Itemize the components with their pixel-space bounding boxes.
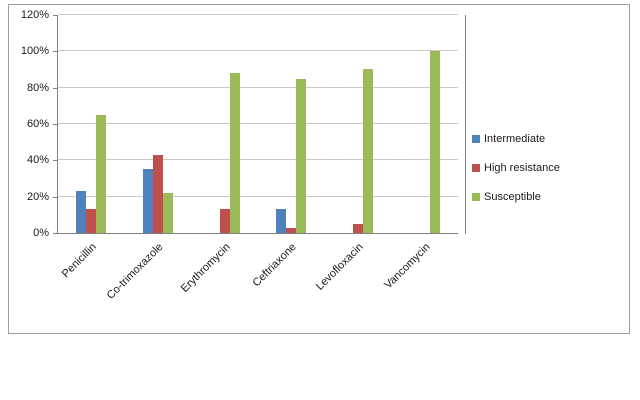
bar-erythromycin-high-resistance bbox=[220, 209, 230, 233]
y-axis-tick-mark bbox=[53, 124, 57, 125]
gridline bbox=[58, 14, 458, 15]
legend-swatch-icon bbox=[472, 193, 480, 201]
legend-item: Intermediate bbox=[472, 133, 622, 145]
bar-co-trimoxazole-high-resistance bbox=[153, 155, 163, 233]
y-axis-tick-label: 100% bbox=[20, 45, 49, 58]
legend-label: Intermediate bbox=[484, 133, 546, 145]
gridline bbox=[58, 86, 458, 88]
legend-label: High resistance bbox=[484, 162, 560, 174]
y-axis-tick-mark bbox=[53, 87, 57, 89]
y-axis-tick-label: 20% bbox=[26, 190, 49, 203]
x-axis-category-label: Co-trimoxazole bbox=[104, 241, 166, 302]
bar-ceftriaxone-intermediate bbox=[276, 209, 286, 233]
x-axis-category-label: Erythromycin bbox=[178, 241, 233, 295]
bar-ceftriaxone-high-resistance bbox=[286, 228, 296, 233]
y-axis-tick-mark bbox=[53, 233, 57, 234]
y-axis-tick-label: 0% bbox=[33, 227, 49, 239]
y-axis-tick-mark bbox=[53, 160, 57, 162]
y-axis-tick-mark bbox=[53, 15, 57, 16]
legend-swatch-icon bbox=[472, 135, 480, 143]
x-axis-category-label: Ceftriaxone bbox=[250, 241, 299, 290]
bar-co-trimoxazole-intermediate bbox=[143, 169, 153, 233]
legend-item: High resistance bbox=[472, 162, 622, 174]
bar-ceftriaxone-susceptible bbox=[296, 79, 306, 233]
bar-vancomycin-susceptible bbox=[430, 51, 440, 233]
legend-item: Susceptible bbox=[472, 191, 622, 203]
x-axis-category-label: Levofloxacin bbox=[313, 241, 366, 293]
gridline bbox=[58, 50, 458, 52]
bar-penicillin-susceptible bbox=[96, 115, 106, 233]
x-axis-category-label: Penicillin bbox=[59, 241, 99, 281]
y-axis-tick-label: 80% bbox=[26, 81, 49, 94]
y-axis-tick-mark bbox=[53, 196, 57, 198]
chart-frame: 0% 20% 40% 60% 80% 100% 120% Penicillin Co-trim… bbox=[8, 4, 630, 334]
bar-co-trimoxazole-susceptible bbox=[163, 193, 173, 233]
bar-erythromycin-susceptible bbox=[230, 73, 240, 233]
y-axis-tick-mark bbox=[53, 51, 57, 53]
bar-penicillin-high-resistance bbox=[86, 209, 96, 233]
x-axis-category-label: Vancomycin bbox=[382, 241, 433, 292]
y-axis-tick-label: 120% bbox=[20, 9, 49, 21]
gridline bbox=[58, 195, 458, 197]
legend: Intermediate High resistance Susceptible bbox=[472, 133, 622, 220]
y-axis: 0% 20% 40% 60% 80% 100% 120% bbox=[9, 9, 53, 239]
bar-levofloxacin-high-resistance bbox=[353, 224, 363, 233]
legend-swatch-icon bbox=[472, 164, 480, 172]
legend-label: Susceptible bbox=[484, 191, 541, 203]
plot-area bbox=[57, 14, 458, 234]
bar-levofloxacin-susceptible bbox=[363, 69, 373, 233]
legend-divider-line bbox=[465, 15, 466, 234]
y-axis-tick-label: 60% bbox=[26, 118, 49, 130]
x-axis: Penicillin Co-trimoxazole Erythromycin Ceft… bbox=[57, 235, 457, 327]
gridline bbox=[58, 123, 458, 124]
gridline bbox=[58, 159, 458, 161]
y-axis-tick-label: 40% bbox=[26, 154, 49, 167]
bar-penicillin-intermediate bbox=[76, 191, 86, 233]
